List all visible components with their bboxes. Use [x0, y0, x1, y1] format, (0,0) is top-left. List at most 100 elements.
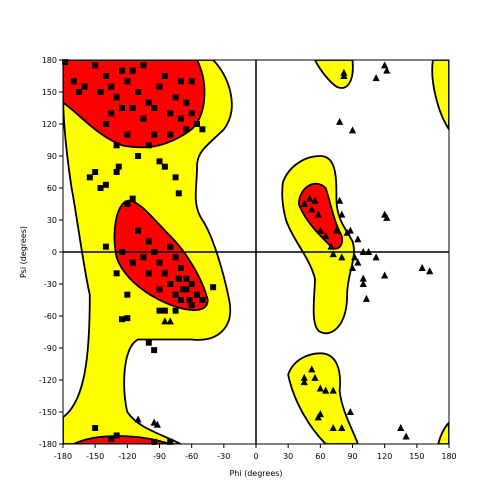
point — [383, 66, 391, 74]
y-tick-label: -60 — [44, 312, 57, 321]
y-tick-label: -120 — [39, 376, 57, 385]
point — [332, 226, 341, 234]
point — [161, 270, 168, 277]
point — [172, 174, 179, 181]
point — [172, 254, 179, 261]
point — [172, 307, 179, 314]
point — [102, 181, 109, 188]
point — [199, 126, 206, 133]
point — [354, 235, 362, 243]
point — [145, 339, 152, 346]
point — [113, 432, 120, 439]
point — [348, 264, 357, 271]
point — [124, 78, 131, 85]
y-tick-label: 120 — [42, 120, 57, 129]
point — [115, 163, 122, 170]
point — [354, 258, 362, 266]
point — [188, 281, 195, 287]
point — [156, 158, 163, 165]
allowed-region — [288, 353, 358, 444]
y-tick-label: 30 — [47, 216, 57, 225]
point — [336, 117, 344, 125]
favored-region — [63, 60, 204, 147]
point — [300, 200, 308, 207]
point — [145, 142, 152, 149]
point — [92, 62, 99, 69]
point — [113, 94, 120, 101]
point — [70, 78, 77, 85]
point — [129, 67, 136, 74]
point — [81, 83, 88, 90]
point — [316, 384, 324, 392]
point — [188, 302, 195, 309]
point — [76, 89, 83, 95]
point — [329, 250, 337, 258]
point — [329, 424, 337, 431]
point — [402, 432, 410, 440]
point — [151, 438, 158, 445]
point — [113, 169, 120, 175]
point — [343, 228, 351, 236]
point — [336, 196, 344, 204]
point — [194, 291, 201, 298]
x-tick-label: 90 — [347, 452, 357, 461]
point — [418, 264, 426, 271]
x-tick-label: -30 — [217, 452, 230, 461]
allowed-region — [432, 60, 449, 129]
x-tick-label: 60 — [315, 452, 325, 461]
point — [167, 131, 174, 138]
point — [210, 284, 217, 291]
point — [308, 205, 316, 213]
x-axis-label: Phi (degrees) — [229, 469, 282, 478]
x-tick-label: 0 — [253, 452, 258, 461]
point — [167, 110, 174, 117]
point — [113, 142, 120, 149]
point — [118, 316, 125, 323]
y-tick-label: -180 — [39, 440, 57, 449]
point — [327, 242, 335, 250]
point — [306, 194, 314, 202]
y-tick-label: 90 — [47, 152, 57, 161]
point — [183, 99, 190, 106]
y-tick-label: 0 — [52, 248, 57, 257]
point — [183, 126, 190, 133]
point — [108, 110, 115, 117]
point — [166, 317, 174, 325]
point — [194, 121, 201, 127]
point — [183, 275, 190, 282]
point — [172, 94, 179, 101]
allowed-region — [282, 156, 354, 333]
point — [151, 131, 158, 138]
point — [108, 83, 115, 90]
point — [177, 78, 184, 85]
point — [124, 131, 131, 138]
x-tick-label: -120 — [118, 452, 136, 461]
y-tick-label: 60 — [47, 184, 57, 193]
point — [140, 115, 147, 122]
y-tick-label: 180 — [42, 56, 57, 65]
point — [156, 83, 163, 90]
point — [153, 420, 161, 428]
point — [186, 297, 193, 303]
point — [316, 226, 324, 234]
point — [348, 126, 357, 134]
point — [167, 438, 174, 445]
point — [338, 424, 346, 431]
point — [338, 253, 346, 261]
point — [300, 373, 308, 381]
point — [151, 347, 158, 354]
x-tick-label: -90 — [153, 452, 166, 461]
point — [151, 249, 158, 255]
point — [140, 62, 147, 69]
point — [172, 291, 179, 298]
point — [177, 265, 184, 271]
point — [175, 190, 182, 197]
point — [167, 243, 174, 250]
point — [92, 425, 99, 431]
point — [108, 435, 115, 442]
point — [86, 174, 93, 181]
point — [92, 169, 99, 175]
x-tick-label: 30 — [283, 452, 293, 461]
point — [118, 67, 125, 74]
